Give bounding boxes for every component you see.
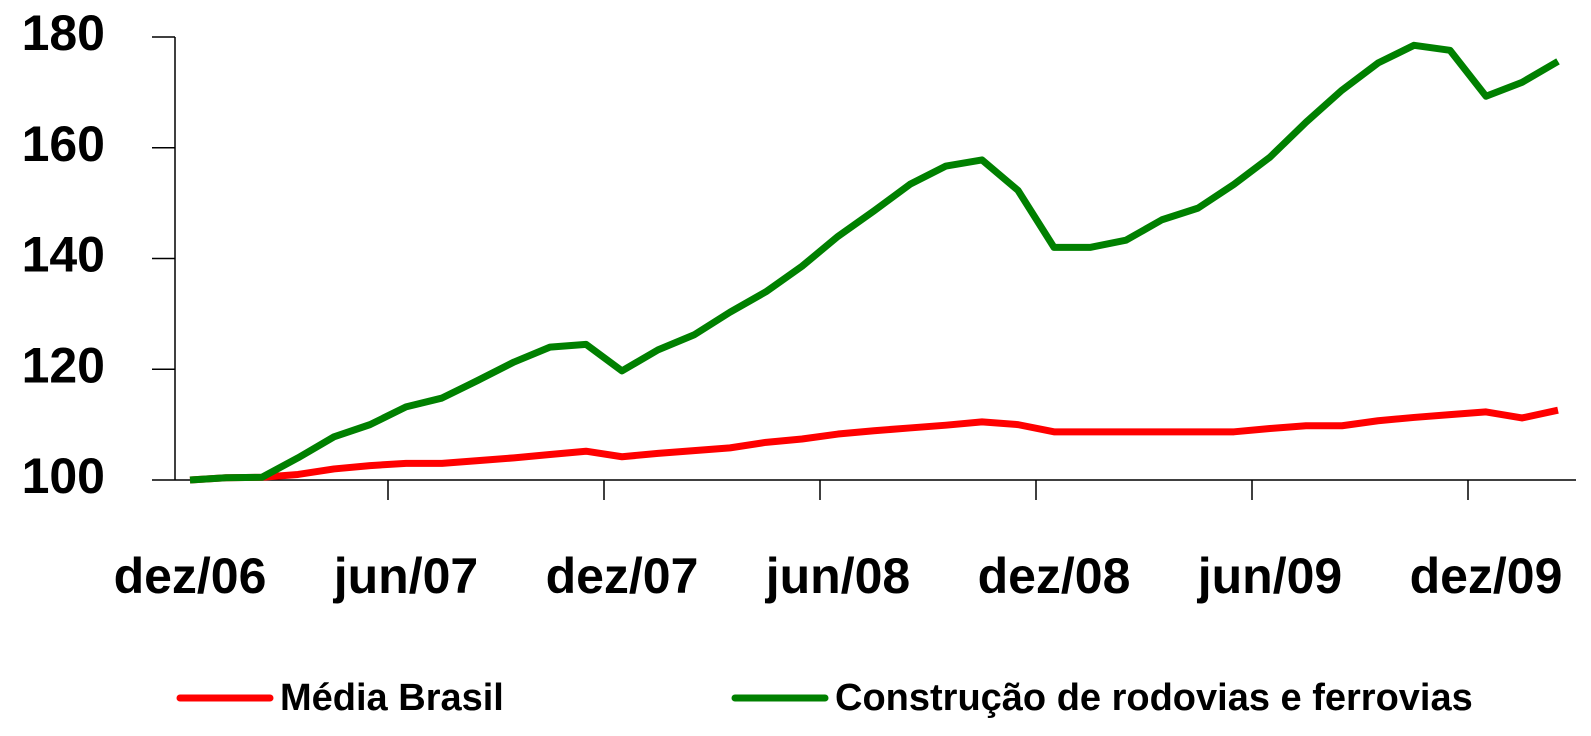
y-tick-label: 160	[22, 116, 105, 172]
x-tick-label: jun/07	[333, 548, 478, 604]
legend-label: Construção de rodovias e ferrovias	[835, 677, 1473, 719]
x-tick-label: dez/06	[114, 548, 267, 604]
x-tick-label: dez/07	[546, 548, 699, 604]
x-tick-label: dez/09	[1410, 548, 1563, 604]
data-line	[189, 41, 1560, 484]
x-tick-label: jun/09	[1197, 548, 1342, 604]
data-line	[189, 406, 1559, 484]
x-tick-label: dez/08	[978, 548, 1131, 604]
y-tick-label: 140	[22, 227, 105, 283]
y-tick-label: 180	[22, 5, 105, 61]
x-tick-label: jun/08	[765, 548, 910, 604]
legend-label: Média Brasil	[280, 677, 504, 719]
y-tick-label: 120	[22, 337, 105, 393]
y-tick-label: 100	[22, 448, 105, 504]
